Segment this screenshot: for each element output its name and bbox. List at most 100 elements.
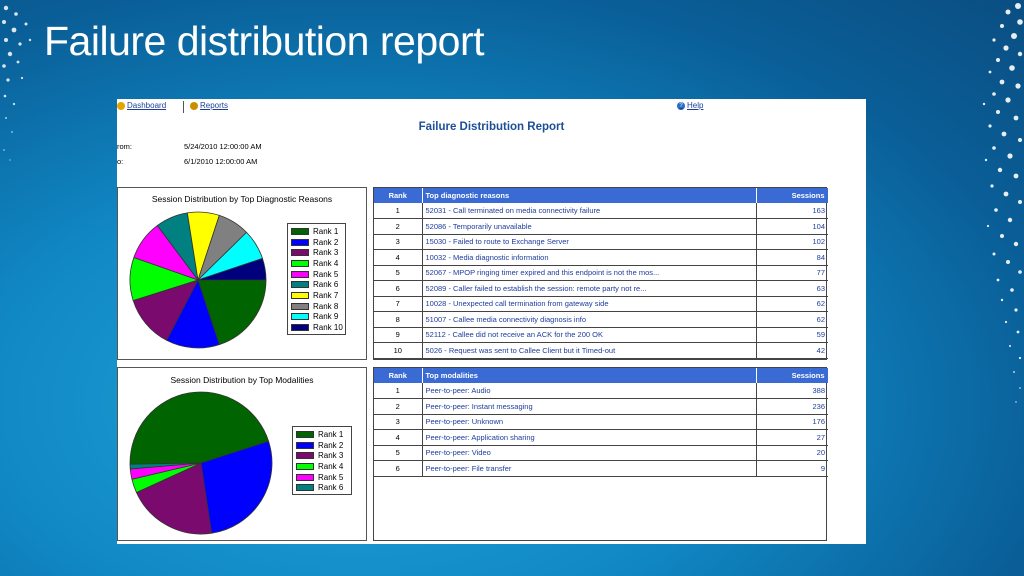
modality-link[interactable]: Peer-to-peer: Instant messaging <box>422 398 757 415</box>
rank-cell: 4 <box>374 429 423 446</box>
reason-link[interactable]: 52031 - Call terminated on media connect… <box>422 203 757 219</box>
table-row: 2 Peer-to-peer: Instant messaging 236 <box>374 398 828 415</box>
legend-item: Rank 2 <box>296 440 349 451</box>
report-toolbar: Dashboard Reports ? Help <box>117 101 866 113</box>
pie-slice-rank-1 <box>197 279 267 346</box>
rank-cell: 3 <box>374 414 423 430</box>
table-row: 7 10028 - Unexpected call termination fro… <box>374 296 828 312</box>
sessions-cell[interactable]: 104 <box>756 218 828 235</box>
sessions-cell[interactable]: 27 <box>756 429 828 446</box>
reason-link[interactable]: 10032 - Media diagnostic information <box>422 249 757 266</box>
modal-chart-legend: Rank 1 Rank 2 Rank 3 Rank 4 Rank 5 Rank 6 <box>292 426 352 496</box>
legend-label: Rank 6 <box>313 280 339 290</box>
rank-column-header[interactable]: Rank <box>374 188 423 203</box>
sessions-column-header[interactable]: Sessions <box>756 368 829 383</box>
sessions-cell[interactable]: 388 <box>756 383 828 399</box>
table-row: 3 15030 - Failed to route to Exchange Ser… <box>374 234 828 250</box>
legend-item: Rank 10 <box>291 322 343 333</box>
diag-reasons-table-panel: Rank Top diagnostic reasons Sessions 1 52… <box>373 187 829 360</box>
sessions-cell[interactable]: 62 <box>756 296 828 312</box>
rank-cell: 6 <box>374 280 423 297</box>
help-link[interactable]: ? Help <box>677 101 703 110</box>
legend-swatch <box>291 324 309 332</box>
reason-link[interactable]: 52067 - MPOP ringing timer expired and t… <box>422 265 757 281</box>
legend-label: Rank 1 <box>313 226 339 236</box>
modality-column-header[interactable]: Top modalities <box>422 368 757 383</box>
reason-link[interactable]: 52086 - Temporarily unavailable <box>422 218 757 235</box>
dashboard-link-label: Dashboard <box>127 101 167 110</box>
rank-column-header[interactable]: Rank <box>374 368 423 383</box>
modality-link[interactable]: Peer-to-peer: File transfer <box>422 460 757 477</box>
modality-link[interactable]: Peer-to-peer: Audio <box>422 383 757 399</box>
diag-reasons-table: Rank Top diagnostic reasons Sessions 1 52… <box>374 188 829 359</box>
rank-cell: 8 <box>374 311 423 328</box>
reason-link[interactable]: 51007 - Callee media connectivity diagno… <box>422 311 757 328</box>
reason-link[interactable]: 52112 - Callee did not receive an ACK fo… <box>422 327 757 343</box>
sessions-cell[interactable]: 236 <box>756 398 828 415</box>
from-row: rom: 5/24/2010 12:00:00 AM <box>117 142 262 151</box>
from-value: 5/24/2010 12:00:00 AM <box>184 142 262 151</box>
legend-swatch <box>296 462 314 470</box>
reason-link[interactable]: 5026 - Request was sent to Callee Client… <box>422 342 757 359</box>
modal-chart-panel: Session Distribution by Top Modalities R… <box>117 367 367 541</box>
reports-link-label: Reports <box>200 101 229 110</box>
table-row: 8 51007 - Callee media connectivity diagn… <box>374 311 828 328</box>
sessions-cell[interactable]: 59 <box>756 327 828 343</box>
legend-label: Rank 5 <box>318 472 344 482</box>
sessions-cell[interactable]: 62 <box>756 311 828 328</box>
legend-label: Rank 8 <box>313 301 339 311</box>
rank-cell: 4 <box>374 249 423 266</box>
legend-label: Rank 2 <box>318 440 344 450</box>
reason-link[interactable]: 52089 - Caller failed to establish the s… <box>422 280 757 297</box>
modality-link[interactable]: Peer-to-peer: Unknown <box>422 414 757 430</box>
sessions-cell[interactable]: 9 <box>756 460 828 477</box>
legend-swatch <box>291 291 309 299</box>
reason-column-header[interactable]: Top diagnostic reasons <box>422 188 757 203</box>
legend-swatch <box>296 484 314 492</box>
rank-cell: 5 <box>374 265 423 281</box>
reports-link[interactable]: Reports <box>190 101 228 110</box>
sessions-cell[interactable]: 42 <box>756 342 828 359</box>
pie-slice-rank-10 <box>197 257 267 281</box>
modality-link[interactable]: Peer-to-peer: Application sharing <box>422 429 757 446</box>
legend-label: Rank 3 <box>313 248 339 258</box>
table-row: 5 Peer-to-peer: Video 20 <box>374 445 828 461</box>
reports-icon <box>190 101 198 110</box>
legend-label: Rank 5 <box>313 269 339 279</box>
sessions-cell[interactable]: 176 <box>756 414 828 430</box>
report-screenshot: Dashboard Reports ? Help Failure Distrib… <box>117 99 866 544</box>
legend-swatch <box>291 281 309 289</box>
table-row: 2 52086 - Temporarily unavailable 104 <box>374 218 828 235</box>
legend-swatch <box>291 238 309 246</box>
modality-link[interactable]: Peer-to-peer: Video <box>422 445 757 461</box>
legend-swatch <box>291 227 309 235</box>
legend-label: Rank 10 <box>313 323 343 333</box>
table-row: 5 52067 - MPOP ringing timer expired and … <box>374 265 828 281</box>
reason-link[interactable]: 10028 - Unexpected call termination from… <box>422 296 757 312</box>
legend-swatch <box>291 313 309 321</box>
help-link-label: Help <box>687 101 704 110</box>
sessions-cell[interactable]: 84 <box>756 249 828 266</box>
dashboard-icon <box>117 101 125 110</box>
legend-item: Rank 2 <box>291 237 343 248</box>
rank-cell: 6 <box>374 460 423 477</box>
legend-label: Rank 3 <box>318 451 344 461</box>
sessions-cell[interactable]: 163 <box>756 203 828 219</box>
sessions-cell[interactable]: 77 <box>756 265 828 281</box>
sessions-cell[interactable]: 63 <box>756 280 828 297</box>
legend-item: Rank 7 <box>291 290 343 301</box>
legend-item: Rank 1 <box>296 429 349 440</box>
rank-cell: 3 <box>374 234 423 250</box>
modal-table-header: Rank Top modalities Sessions <box>374 368 829 383</box>
reason-link[interactable]: 15030 - Failed to route to Exchange Serv… <box>422 234 757 250</box>
table-row: 9 52112 - Callee did not receive an ACK f… <box>374 327 828 343</box>
sessions-column-header[interactable]: Sessions <box>756 188 829 203</box>
rank-cell: 2 <box>374 398 423 415</box>
rank-cell: 2 <box>374 218 423 235</box>
sessions-cell[interactable]: 102 <box>756 234 828 250</box>
dashboard-link[interactable]: Dashboard <box>117 101 166 110</box>
sessions-cell[interactable]: 20 <box>756 445 828 461</box>
legend-swatch <box>291 270 309 278</box>
legend-label: Rank 4 <box>313 258 339 268</box>
legend-item: Rank 4 <box>291 258 343 269</box>
